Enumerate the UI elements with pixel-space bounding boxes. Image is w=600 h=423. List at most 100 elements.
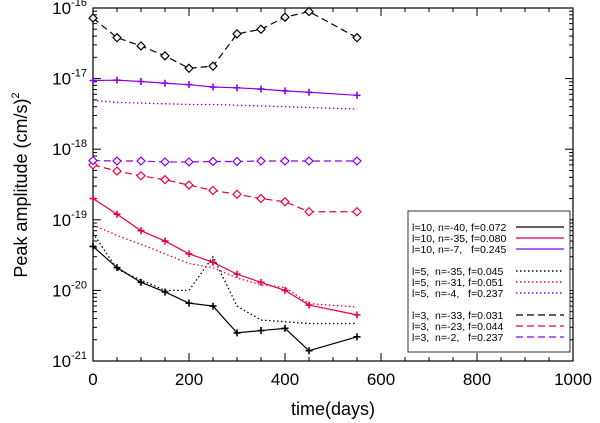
data-point [280, 196, 290, 207]
data-point [232, 29, 242, 39]
data-point [113, 264, 121, 272]
data-point [160, 157, 170, 167]
data-point [208, 61, 218, 72]
data-point [280, 12, 290, 23]
y-axis-title-group: Peak amplitude (cm/s)2 [10, 92, 31, 277]
series-8 [88, 160, 362, 217]
data-point [233, 84, 241, 92]
data-point [137, 227, 145, 235]
y-tick-label: 10-18 [52, 138, 87, 159]
legend-label: l=3, n=-23, f=0.044 [412, 321, 504, 333]
data-point [305, 347, 313, 355]
series-line [92, 10, 358, 69]
data-point [304, 156, 314, 166]
data-point [257, 85, 265, 93]
data-point [352, 32, 362, 43]
y-tick-mantissa: 10 [52, 140, 71, 159]
y-tick-exponent: -19 [71, 209, 87, 221]
data-point [208, 185, 218, 196]
y-tick-label: 10-17 [52, 68, 87, 89]
series-5 [92, 224, 358, 308]
data-point [113, 76, 121, 84]
data-point [232, 156, 242, 167]
data-point [136, 170, 146, 181]
x-axis-title: time(days) [291, 399, 375, 419]
data-point [305, 301, 313, 309]
data-point [256, 193, 266, 204]
legend-label: l=10, n=-35, f=0.080 [412, 233, 506, 245]
series-1 [89, 242, 361, 355]
y-axis-title: Peak amplitude (cm/s) [11, 99, 31, 278]
data-point [113, 210, 121, 218]
data-point [257, 278, 265, 286]
series-3 [89, 76, 361, 99]
legend-label: l=3, n=-2, f=0.237 [412, 332, 504, 344]
data-point [184, 63, 194, 74]
x-tick-label: 800 [463, 370, 491, 389]
data-point [185, 81, 193, 89]
y-tick-label: 10-16 [52, 0, 87, 18]
data-point [88, 13, 98, 23]
data-point [88, 155, 98, 166]
data-point [256, 24, 266, 35]
data-point [112, 166, 122, 176]
data-point [208, 156, 218, 167]
data-point [112, 156, 122, 166]
svg-text:Peak amplitude (cm/s)2: Peak amplitude (cm/s)2 [10, 92, 31, 277]
data-point [184, 157, 194, 167]
legend-label: l=5, n=-31, f=0.051 [412, 277, 504, 289]
series-line [92, 79, 358, 96]
y-tick-mantissa: 10 [52, 352, 71, 371]
legend-label: l=10, n=-7, f=0.245 [412, 244, 506, 256]
series-7 [88, 6, 362, 74]
data-point [281, 286, 289, 294]
data-point [233, 329, 241, 337]
data-point [353, 311, 361, 319]
data-point [112, 32, 122, 43]
data-point [352, 206, 362, 217]
data-point [89, 195, 97, 203]
y-tick-exponent: -20 [71, 279, 87, 291]
y-tick-mantissa: 10 [52, 211, 71, 230]
data-point [256, 156, 266, 166]
legend-box [407, 210, 571, 353]
data-point [353, 91, 361, 99]
data-point [89, 242, 97, 250]
y-tick-mantissa: 10 [52, 70, 71, 89]
legend-label: l=5, n=-35, f=0.045 [412, 266, 504, 278]
y-tick-exponent: -16 [71, 0, 87, 9]
data-point [281, 87, 289, 95]
data-point [160, 174, 170, 185]
y-axis-title-exponent: 2 [10, 92, 22, 98]
data-point [209, 302, 217, 310]
series-line [92, 245, 358, 352]
y-tick-exponent: -18 [71, 138, 87, 150]
data-point [136, 41, 146, 51]
data-point [209, 258, 217, 266]
x-tick-label: 400 [271, 370, 299, 389]
data-point [185, 299, 193, 307]
x-tick-label: 1000 [554, 370, 592, 389]
data-point [257, 327, 265, 335]
data-point [304, 6, 314, 17]
y-tick-exponent: -17 [71, 68, 87, 80]
y-tick-mantissa: 10 [52, 281, 71, 300]
series-line [92, 198, 358, 316]
legend-label: l=5, n=-4, f=0.237 [412, 288, 504, 300]
data-point [304, 206, 314, 217]
y-tick-label: 10-20 [52, 279, 87, 300]
series-4 [92, 232, 357, 325]
series-line [92, 232, 357, 325]
data-point [161, 79, 169, 87]
series-line [92, 164, 357, 213]
data-point [185, 250, 193, 258]
series-line [92, 99, 358, 110]
data-point [137, 77, 145, 85]
data-point [281, 324, 289, 332]
data-point [280, 156, 290, 166]
legend-label: l=3, n=-33, f=0.031 [412, 310, 504, 322]
data-point [161, 288, 169, 296]
